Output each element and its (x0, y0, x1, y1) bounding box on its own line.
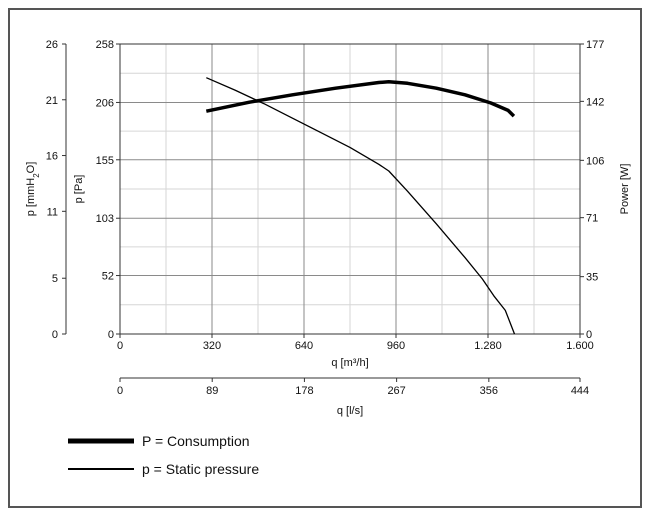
y-axis-power: Power [W] 0 35 71 106 142 177 (580, 39, 631, 341)
x-ls-tick-label: 356 (480, 385, 498, 397)
y-pa-tick-label: 155 (96, 155, 114, 167)
y-power-tick-label: 142 (586, 96, 604, 108)
y-pa-tick-label: 0 (108, 329, 114, 341)
y-mmh2o-tick-label: 5 (52, 273, 58, 285)
x-ls-tick-label: 178 (295, 385, 313, 397)
x-m3h-tick-label: 1.280 (474, 340, 502, 352)
x-axis-m3h-label: q [m³/h] (331, 357, 368, 369)
y-axis-mmh2o-label: p [mmH2O] (25, 162, 41, 217)
series-line-consumption (205, 79, 516, 118)
y-mmh2o-tick-label: 11 (47, 206, 58, 218)
y-pa-tick-label: 103 (96, 213, 114, 225)
y-mmh2o-tick-label: 21 (46, 95, 58, 107)
y-axis-pa: p [Pa] 0 52 103 155 206 258 (73, 39, 120, 341)
grid (119, 43, 581, 335)
y-pa-tick-label: 258 (96, 39, 114, 51)
y-power-tick-label: 35 (586, 272, 598, 284)
y-mmh2o-tick-label: 16 (46, 151, 58, 163)
y-pa-tick-label: 206 (96, 97, 114, 109)
legend-item-consumption: P = Consumption (68, 433, 250, 449)
x-axis-ls: q [l/s] 0 89 178 267 356 444 (117, 377, 589, 417)
series-line-static-pressure (206, 77, 516, 335)
y-power-tick-label: 0 (586, 329, 592, 341)
x-m3h-tick-label: 960 (387, 340, 405, 352)
legend-item-static-pressure: p = Static pressure (68, 461, 259, 477)
x-ls-tick-label: 267 (387, 385, 405, 397)
performance-chart: p [mmH2O] 0 5 11 16 21 26 p [Pa] 0 52 103 155 206… (25, 39, 631, 477)
plot-area-border (119, 43, 581, 335)
y-mmh2o-tick-label: 26 (46, 39, 58, 51)
legend: P = Consumption p = Static pressure (68, 433, 259, 477)
x-m3h-tick-label: 1.600 (566, 340, 594, 352)
y-power-tick-label: 71 (586, 213, 598, 225)
x-ls-tick-label: 444 (571, 385, 589, 397)
y-axis-power-label: Power [W] (619, 164, 631, 215)
y-power-tick-label: 177 (586, 39, 604, 51)
y-axis-pa-label: p [Pa] (73, 175, 85, 204)
y-power-tick-label: 106 (586, 155, 604, 167)
x-ls-tick-label: 0 (117, 385, 123, 397)
y-mmh2o-tick-label: 0 (52, 329, 58, 341)
x-m3h-tick-label: 640 (295, 340, 313, 352)
x-axis-ls-label: q [l/s] (337, 405, 363, 417)
legend-label-consumption: P = Consumption (142, 433, 250, 449)
series-group (205, 77, 516, 335)
x-m3h-tick-label: 320 (203, 340, 221, 352)
x-axis-m3h: q [m³/h] 0 320 640 960 1.280 1.600 (117, 334, 594, 369)
legend-label-static-pressure: p = Static pressure (142, 461, 259, 477)
y-pa-tick-label: 52 (102, 271, 114, 283)
x-ls-tick-label: 89 (206, 385, 218, 397)
x-m3h-tick-label: 0 (117, 340, 123, 352)
chart-frame: p [mmH2O] 0 5 11 16 21 26 p [Pa] 0 52 103 155 206… (8, 8, 642, 508)
y-axis-mmh2o: p [mmH2O] 0 5 11 16 21 26 (25, 39, 67, 341)
